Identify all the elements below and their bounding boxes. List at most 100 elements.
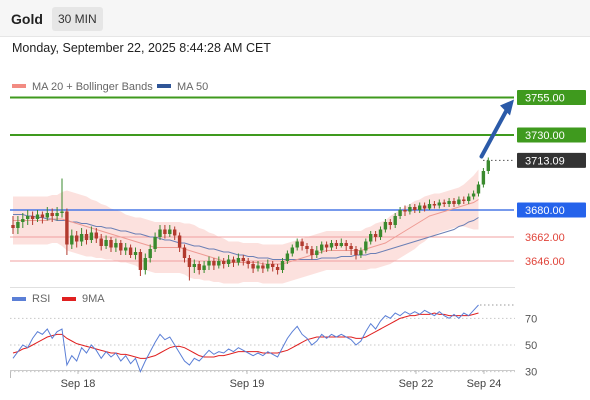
candle-body	[192, 264, 196, 267]
price-legend: MA 20 + Bollinger Bands MA 50	[12, 81, 208, 93]
candle-body	[452, 201, 456, 204]
candle-body	[231, 259, 236, 263]
legend-swatch	[12, 84, 26, 88]
support-label: 3662.00	[525, 232, 565, 244]
candle-body	[163, 229, 167, 234]
candle-body	[413, 207, 417, 210]
candle-body	[50, 213, 54, 216]
candle-body	[222, 261, 226, 264]
candle-body	[158, 229, 162, 237]
legend-label: MA 20 + Bollinger Bands	[32, 81, 153, 93]
rsi-tick-label: 50	[525, 340, 537, 352]
timeframe-button[interactable]: 30 MIN	[52, 7, 103, 31]
price-label-box	[517, 152, 586, 168]
candle-body	[79, 234, 84, 242]
timestamp: Monday, September 22, 2025 8:44:28 AM CE…	[12, 41, 271, 55]
candle-body	[324, 244, 329, 248]
candle-body	[476, 184, 481, 194]
candle-body	[177, 235, 182, 248]
candle-body	[128, 247, 133, 255]
candle-body	[437, 202, 441, 206]
candle-body	[182, 247, 187, 258]
candle-body	[70, 235, 74, 245]
candle-body	[339, 243, 343, 246]
x-tick-label: Sep 18	[61, 378, 96, 390]
candle-body	[305, 246, 309, 249]
candle-body	[89, 232, 94, 240]
legend-swatch	[12, 297, 26, 301]
candle-body	[462, 199, 466, 201]
candle-body	[266, 264, 270, 269]
candle-body	[187, 258, 192, 267]
candle-body	[217, 261, 221, 266]
candle-body	[207, 261, 211, 266]
candle-body	[329, 243, 334, 248]
candle-body	[16, 222, 20, 228]
candle-body	[153, 237, 157, 249]
candle-body	[261, 265, 265, 269]
candle-body	[369, 234, 373, 242]
candle-body	[60, 211, 64, 213]
candle-body	[109, 240, 113, 248]
candle-body	[290, 247, 294, 254]
candle-body	[241, 258, 245, 261]
candle-body	[84, 234, 89, 240]
candle-body	[124, 247, 128, 251]
candle-body	[35, 214, 40, 219]
candle-body	[197, 264, 201, 270]
candle-body	[226, 259, 231, 264]
candle-body	[114, 243, 118, 248]
ma20-line	[13, 199, 479, 265]
candle-body	[275, 267, 280, 270]
candle-body	[481, 171, 486, 185]
legend-label: RSI	[32, 293, 50, 305]
candle-body	[173, 229, 177, 236]
price-label: 3730.00	[525, 130, 565, 142]
price-label: 3713.09	[525, 155, 565, 167]
candle-body	[30, 216, 35, 219]
candle-body	[256, 265, 260, 269]
price-label-box	[517, 90, 586, 105]
candle-body	[271, 264, 275, 267]
candle-body	[119, 243, 123, 251]
candle-body	[133, 252, 138, 255]
candle-body	[138, 252, 143, 270]
ma50-line	[13, 214, 479, 260]
candle-body	[354, 249, 358, 255]
x-tick-label: Sep 24	[467, 378, 502, 390]
candle-body	[300, 241, 304, 246]
candle-body	[280, 261, 285, 270]
candle-body	[40, 214, 45, 218]
legend-label: 9MA	[82, 293, 105, 305]
candle-body	[432, 204, 437, 206]
candle-body	[364, 241, 368, 251]
candle-body	[75, 235, 79, 242]
rsi-legend: RSI 9MA	[12, 293, 105, 305]
rsi-tick-label: 70	[525, 313, 537, 325]
price-label-box	[517, 202, 586, 218]
target-arrowhead	[500, 99, 514, 116]
candle-body	[285, 253, 290, 261]
candle-body	[310, 249, 314, 255]
legend-swatch	[62, 297, 76, 301]
candle-body	[378, 229, 383, 237]
candle-body	[21, 219, 25, 222]
candle-body	[467, 196, 471, 201]
candle-body	[388, 222, 392, 225]
candle-body	[359, 250, 363, 255]
candle-body	[344, 243, 348, 246]
price-label: 3755.00	[525, 93, 565, 105]
candle-body	[212, 261, 216, 266]
candle-body	[442, 202, 446, 204]
candle-body	[99, 238, 103, 246]
candle-body	[457, 199, 461, 204]
x-tick-label: Sep 22	[399, 378, 434, 390]
price-label-box	[517, 127, 586, 143]
candle-body	[403, 210, 407, 212]
candle-body	[11, 225, 15, 228]
x-tick-label: Sep 19	[230, 378, 265, 390]
price-label: 3680.00	[525, 205, 565, 217]
candle-body	[55, 213, 59, 216]
instrument-title: Gold	[11, 11, 43, 27]
